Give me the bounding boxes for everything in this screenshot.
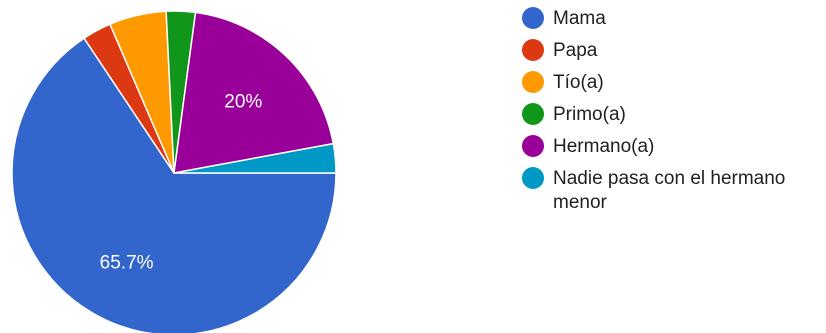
legend-label: Mama xyxy=(553,8,606,29)
legend-swatch-icon xyxy=(522,39,544,61)
legend-item-0: Mama xyxy=(522,7,822,31)
pie-slice-4 xyxy=(173,11,335,174)
legend-label: Papa xyxy=(553,40,598,61)
legend-swatch-icon xyxy=(522,103,544,125)
pie-slice-0 xyxy=(11,37,337,333)
legend-label: Primo(a) xyxy=(553,104,626,125)
legend-item-4: Hermano(a) xyxy=(522,135,822,159)
legend-item-5: Nadie pasa con el hermano menor xyxy=(522,167,822,215)
legend-swatch-icon xyxy=(522,135,544,157)
legend-item-3: Primo(a) xyxy=(522,103,822,127)
legend-item-2: Tío(a) xyxy=(522,71,822,95)
pie-slice-5 xyxy=(173,142,337,174)
slice-data-label-4: 20% xyxy=(224,91,262,112)
legend-swatch-icon xyxy=(522,167,544,189)
legend-label: Tío(a) xyxy=(553,72,604,93)
slice-data-label-0: 65.7% xyxy=(100,253,154,274)
legend-label: Hermano(a) xyxy=(553,136,655,157)
legend-swatch-icon xyxy=(522,7,544,29)
legend-label: Nadie pasa con el hermano menor xyxy=(553,168,786,213)
legend-item-1: Papa xyxy=(522,39,822,63)
legend: Mama Papa Tío(a) Primo(a) Hermano(a) Nadie pa… xyxy=(522,7,822,223)
legend-swatch-icon xyxy=(522,71,544,93)
